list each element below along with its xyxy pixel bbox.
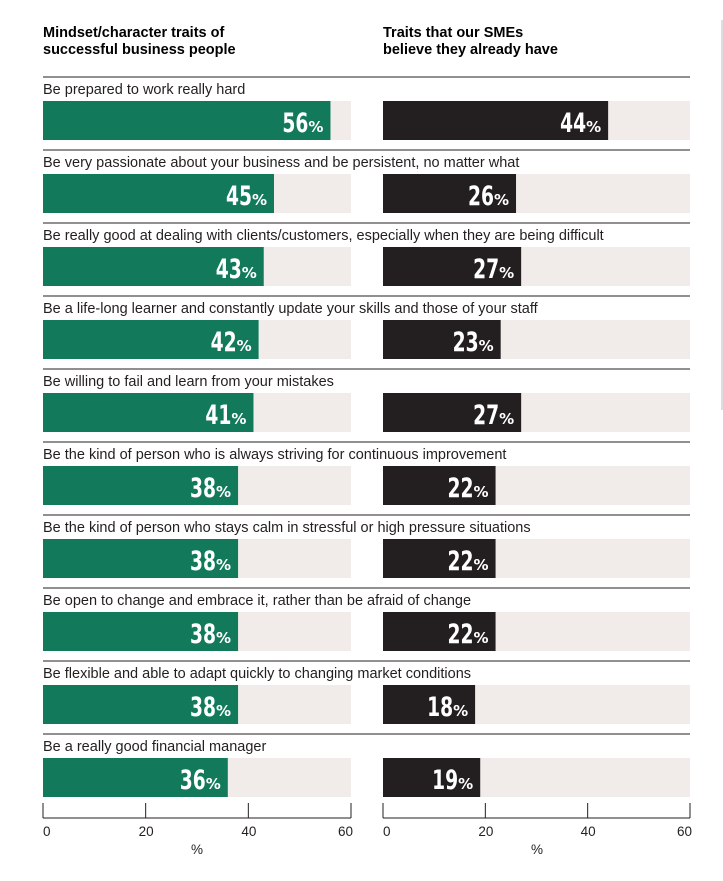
value-label: 27% bbox=[473, 254, 514, 285]
bar bbox=[43, 685, 239, 724]
value-label: 23% bbox=[453, 327, 494, 358]
value-label: 38% bbox=[190, 473, 231, 504]
panel-title-1-line-2: successful business people bbox=[43, 42, 236, 58]
category-label: Be flexible and able to adapt quickly to… bbox=[43, 666, 471, 682]
x-tick-label: 20 bbox=[139, 824, 154, 839]
value-label: 56% bbox=[282, 108, 323, 139]
bar bbox=[383, 758, 481, 797]
x-axis-label: % bbox=[191, 842, 203, 857]
value-label: 18% bbox=[427, 692, 468, 723]
x-tick-label: 0 bbox=[43, 824, 51, 839]
bar bbox=[383, 539, 496, 578]
value-label: 38% bbox=[190, 546, 231, 577]
category-label: Be the kind of person who stays calm in … bbox=[43, 520, 531, 536]
value-label: 38% bbox=[190, 619, 231, 650]
x-tick-label: 60 bbox=[677, 824, 692, 839]
bar bbox=[43, 174, 274, 213]
category-label: Be willing to fail and learn from your m… bbox=[43, 374, 334, 390]
panel-title-2-line-1: Traits that our SMEs bbox=[383, 25, 523, 41]
value-label: 22% bbox=[448, 546, 489, 577]
bar bbox=[383, 247, 522, 286]
bar bbox=[43, 612, 239, 651]
bar bbox=[43, 320, 259, 359]
x-tick-label: 0 bbox=[383, 824, 391, 839]
category-label: Be really good at dealing with clients/c… bbox=[43, 228, 604, 244]
category-label: Be open to change and embrace it, rather… bbox=[43, 593, 471, 609]
bar bbox=[43, 539, 239, 578]
bar bbox=[383, 393, 522, 432]
bar bbox=[383, 466, 496, 505]
value-label: 43% bbox=[216, 254, 257, 285]
x-axis-label: % bbox=[531, 842, 543, 857]
x-tick-label: 40 bbox=[581, 824, 596, 839]
bar bbox=[43, 393, 254, 432]
x-tick-label: 60 bbox=[338, 824, 353, 839]
category-label: Be the kind of person who is always stri… bbox=[43, 447, 506, 463]
bar bbox=[43, 758, 228, 797]
category-label: Be very passionate about your business a… bbox=[43, 155, 519, 171]
x-tick-label: 40 bbox=[241, 824, 256, 839]
bar bbox=[383, 174, 517, 213]
bar bbox=[43, 466, 239, 505]
value-label: 22% bbox=[448, 619, 489, 650]
bar bbox=[383, 320, 501, 359]
value-label: 27% bbox=[473, 400, 514, 431]
value-label: 38% bbox=[190, 692, 231, 723]
panel-title-2-line-2: believe they already have bbox=[383, 42, 558, 58]
panel-title-1-line-1: Mindset/character traits of bbox=[43, 25, 224, 41]
bar bbox=[383, 685, 476, 724]
category-label: Be prepared to work really hard bbox=[43, 82, 245, 98]
bar bbox=[43, 247, 264, 286]
value-label: 44% bbox=[560, 108, 601, 139]
category-label: Be a life-long learner and constantly up… bbox=[43, 301, 539, 317]
value-label: 45% bbox=[226, 181, 267, 212]
page-edge-rule bbox=[721, 20, 723, 410]
x-tick-label: 20 bbox=[478, 824, 493, 839]
value-label: 41% bbox=[205, 400, 246, 431]
bar bbox=[383, 612, 496, 651]
value-label: 42% bbox=[211, 327, 252, 358]
value-label: 19% bbox=[432, 765, 473, 796]
bar bbox=[43, 101, 331, 140]
category-label: Be a really good financial manager bbox=[43, 739, 266, 755]
bar bbox=[383, 101, 609, 140]
value-label: 22% bbox=[448, 473, 489, 504]
value-label: 26% bbox=[468, 181, 509, 212]
value-label: 36% bbox=[180, 765, 221, 796]
